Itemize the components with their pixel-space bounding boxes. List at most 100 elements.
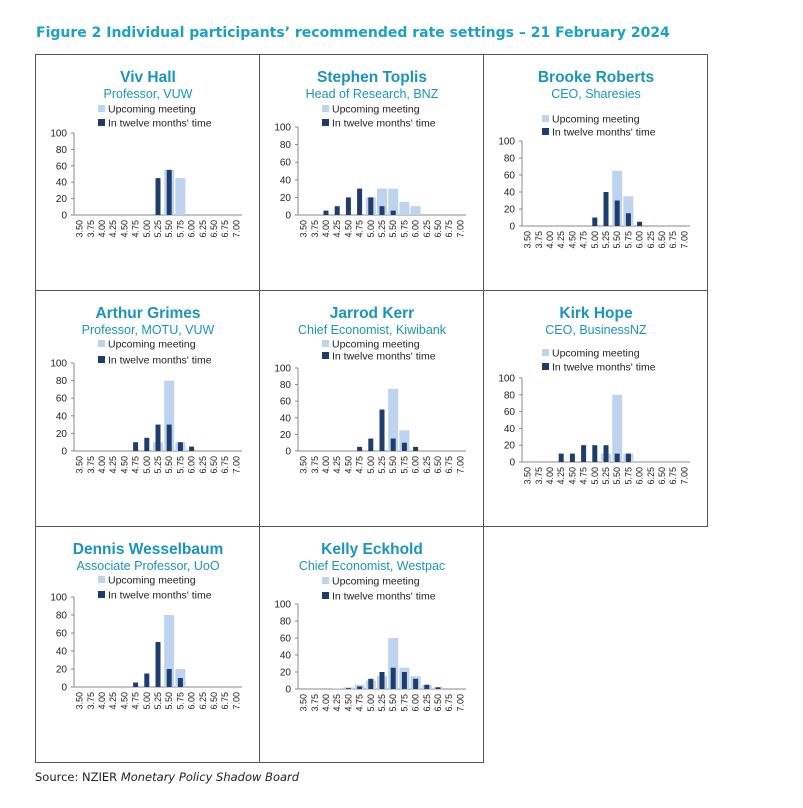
y-tick-label: 60 <box>56 161 68 172</box>
x-tick-label: 5.50 <box>164 220 174 238</box>
bar-twelve-months <box>390 667 396 689</box>
y-tick-label: 80 <box>280 140 292 151</box>
x-tick-label: 4.75 <box>579 467 589 485</box>
x-tick-label: 5.25 <box>377 694 387 712</box>
x-tick-label: 5.25 <box>377 220 387 238</box>
y-tick-label: 40 <box>504 424 516 435</box>
x-tick-label: 3.75 <box>310 694 320 712</box>
figure-title: Figure 2 Individual participants’ recomm… <box>36 25 670 41</box>
bar-twelve-months <box>401 442 407 451</box>
x-tick-label: 6.25 <box>198 220 208 238</box>
participant-name: Kirk Hope <box>559 305 633 322</box>
legend-swatch-upcoming <box>322 577 329 584</box>
y-tick-label: 100 <box>50 129 67 140</box>
y-tick-label: 100 <box>274 123 291 134</box>
x-tick-label: 3.75 <box>310 220 320 238</box>
x-tick-label: 7.00 <box>679 467 689 485</box>
x-tick-label: 4.50 <box>343 694 353 712</box>
x-tick-label: 4.75 <box>355 694 365 712</box>
x-tick-label: 5.25 <box>601 467 611 485</box>
participant-name: Brooke Roberts <box>538 69 654 86</box>
x-tick-label: 4.00 <box>97 456 107 474</box>
bar-twelve-months <box>614 453 620 462</box>
bar-twelve-months <box>323 210 329 215</box>
y-tick-label: 40 <box>504 188 516 199</box>
y-tick-label: 80 <box>504 154 516 165</box>
bar-twelve-months <box>166 424 172 451</box>
x-tick-label: 6.50 <box>433 220 443 238</box>
x-tick-label: 5.75 <box>399 456 409 474</box>
panel-kelly-eckhold: Kelly Eckhold Chief Economist, Westpac Upc… <box>260 527 484 763</box>
bar-twelve-months <box>625 453 631 462</box>
source-note: Source: NZIER Monetary Policy Shadow Boa… <box>35 770 299 784</box>
x-tick-label: 5.00 <box>590 231 600 249</box>
legend-swatch-twelve-months <box>542 128 549 135</box>
bar-twelve-months <box>592 445 598 462</box>
source-prefix: Source: NZIER <box>35 770 121 784</box>
panel-jarrod-kerr: Jarrod Kerr Chief Economist, Kiwibank Upco… <box>260 291 484 527</box>
legend-swatch-upcoming <box>322 340 329 347</box>
x-tick-label: 6.25 <box>198 456 208 474</box>
x-tick-label: 5.50 <box>612 467 622 485</box>
x-tick-label: 3.75 <box>86 220 96 238</box>
x-tick-label: 3.75 <box>86 456 96 474</box>
legend-swatch-twelve-months <box>322 592 329 599</box>
x-tick-label: 6.25 <box>422 456 432 474</box>
y-tick-label: 40 <box>56 411 68 422</box>
x-tick-label: 3.50 <box>75 220 85 238</box>
bar-upcoming <box>399 201 410 215</box>
y-tick-label: 60 <box>504 407 516 418</box>
y-tick-label: 80 <box>280 617 292 628</box>
legend-swatch-twelve-months <box>98 356 105 363</box>
x-tick-label: 5.75 <box>175 456 185 474</box>
participant-name: Stephen Toplis <box>317 69 427 86</box>
y-tick-label: 60 <box>280 158 292 169</box>
legend-swatch-upcoming <box>98 340 105 347</box>
y-tick-label: 80 <box>280 380 292 391</box>
x-tick-label: 6.75 <box>668 231 678 249</box>
legend-label-upcoming: Upcoming meeting <box>332 576 420 588</box>
y-tick-label: 80 <box>56 611 68 622</box>
y-tick-label: 20 <box>280 430 292 441</box>
x-tick-label: 5.00 <box>142 692 152 710</box>
x-tick-label: 5.00 <box>366 694 376 712</box>
x-tick-label: 3.75 <box>310 456 320 474</box>
bar-twelve-months <box>166 669 172 687</box>
participant-role: Professor, VUW <box>104 87 193 101</box>
x-tick-label: 4.50 <box>567 467 577 485</box>
bar-twelve-months <box>379 206 385 215</box>
participant-role: Professor, MOTU, VUW <box>82 323 215 337</box>
y-tick-label: 0 <box>509 458 515 469</box>
participant-role: Head of Research, BNZ <box>306 87 439 101</box>
y-tick-label: 0 <box>285 211 291 222</box>
legend-label-upcoming: Upcoming meeting <box>552 348 640 360</box>
bar-twelve-months <box>155 424 161 451</box>
bar-upcoming <box>623 196 634 226</box>
x-tick-label: 6.50 <box>209 220 219 238</box>
y-tick-label: 40 <box>280 175 292 186</box>
bar-upcoming <box>612 394 623 462</box>
bar-upcoming <box>164 380 175 451</box>
participant-name: Kelly Eckhold <box>321 541 423 558</box>
x-tick-label: 6.50 <box>209 692 219 710</box>
bar-upcoming <box>388 638 399 689</box>
participant-role: CEO, BusinessNZ <box>545 323 647 337</box>
y-tick-label: 100 <box>50 593 67 604</box>
x-tick-label: 4.75 <box>131 456 141 474</box>
x-tick-label: 6.75 <box>668 467 678 485</box>
participant-role: Chief Economist, Kiwibank <box>298 323 447 337</box>
legend-swatch-upcoming <box>542 115 549 122</box>
x-tick-label: 4.75 <box>131 692 141 710</box>
x-tick-label: 5.25 <box>377 456 387 474</box>
x-tick-label: 6.50 <box>657 231 667 249</box>
bar-twelve-months <box>345 197 351 215</box>
x-tick-label: 7.00 <box>231 692 241 710</box>
panel-brooke-roberts: Brooke Roberts CEO, Sharesies Upcoming mee… <box>484 55 708 291</box>
x-tick-label: 3.50 <box>299 694 309 712</box>
legend-swatch-twelve-months <box>322 352 329 359</box>
legend-swatch-twelve-months <box>98 591 105 598</box>
y-tick-label: 20 <box>280 668 292 679</box>
